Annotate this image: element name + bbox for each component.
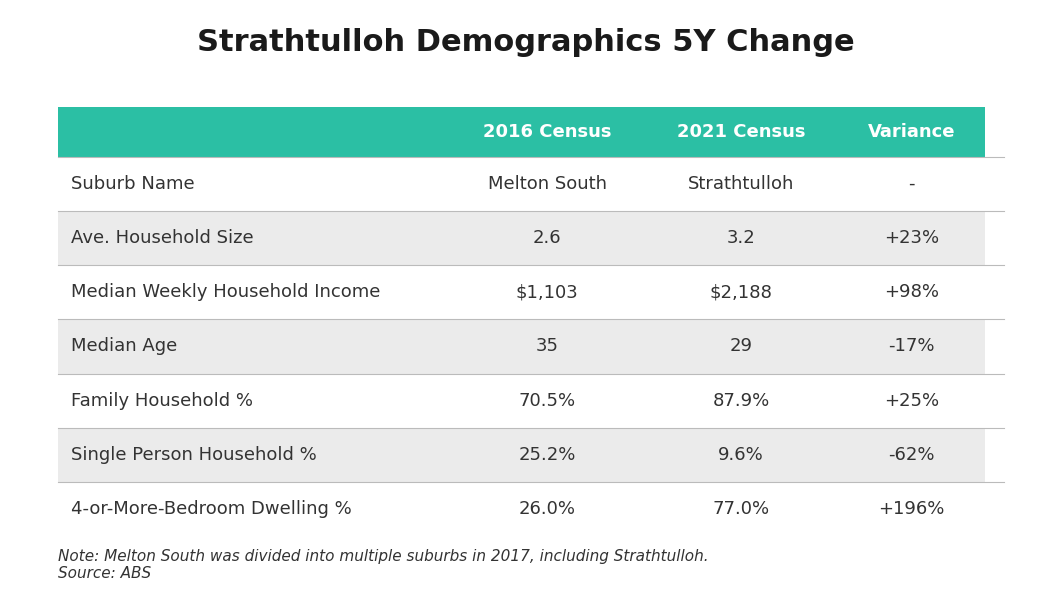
Text: 3.2: 3.2 — [727, 229, 756, 247]
Text: Median Age: Median Age — [71, 338, 178, 356]
Text: 25.2%: 25.2% — [518, 446, 576, 464]
Text: Note: Melton South was divided into multiple suburbs in 2017, including Strathtu: Note: Melton South was divided into mult… — [58, 549, 708, 581]
Text: 4-or-More-Bedroom Dwelling %: 4-or-More-Bedroom Dwelling % — [71, 500, 352, 518]
Text: $2,188: $2,188 — [709, 283, 772, 301]
Text: 87.9%: 87.9% — [713, 392, 769, 409]
Text: Strathtulloh Demographics 5Y Change: Strathtulloh Demographics 5Y Change — [197, 28, 854, 58]
Text: 70.5%: 70.5% — [519, 392, 576, 409]
Text: Median Weekly Household Income: Median Weekly Household Income — [71, 283, 380, 301]
Text: +196%: +196% — [879, 500, 945, 518]
Text: -62%: -62% — [888, 446, 934, 464]
Text: 35: 35 — [536, 338, 559, 356]
Text: +98%: +98% — [884, 283, 939, 301]
Text: Ave. Household Size: Ave. Household Size — [71, 229, 254, 247]
Text: 2.6: 2.6 — [533, 229, 561, 247]
Text: 2021 Census: 2021 Census — [677, 123, 805, 141]
Text: -: - — [908, 175, 914, 192]
Text: Single Person Household %: Single Person Household % — [71, 446, 317, 464]
Text: +23%: +23% — [884, 229, 939, 247]
Text: Melton South: Melton South — [488, 175, 606, 192]
Text: Family Household %: Family Household % — [71, 392, 253, 409]
Text: 29: 29 — [729, 338, 753, 356]
Text: Suburb Name: Suburb Name — [71, 175, 195, 192]
Text: 26.0%: 26.0% — [519, 500, 576, 518]
Text: Strathtulloh: Strathtulloh — [688, 175, 795, 192]
Text: 9.6%: 9.6% — [718, 446, 764, 464]
Text: 2016 Census: 2016 Census — [483, 123, 612, 141]
Text: Variance: Variance — [868, 123, 955, 141]
Text: +25%: +25% — [884, 392, 939, 409]
Text: -17%: -17% — [888, 338, 934, 356]
Text: 77.0%: 77.0% — [713, 500, 769, 518]
Text: $1,103: $1,103 — [516, 283, 579, 301]
